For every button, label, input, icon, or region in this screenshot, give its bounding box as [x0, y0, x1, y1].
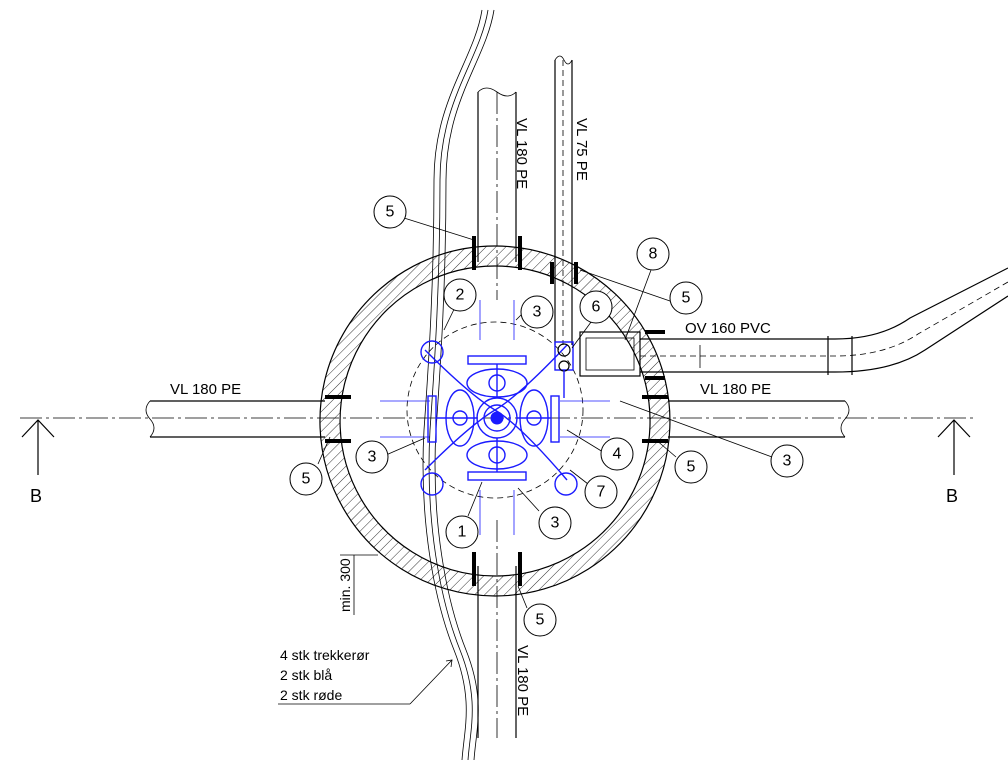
label-vl180-top: VL 180 PE — [513, 118, 530, 189]
svg-text:3: 3 — [533, 304, 542, 321]
pipe-vl75 — [554, 55, 573, 345]
dimension-min300: min. 300 — [337, 554, 378, 615]
callout-1: 1 — [445, 515, 479, 549]
overflow-box — [579, 331, 641, 377]
callout-6: 6 — [579, 290, 613, 324]
svg-text:3: 3 — [368, 449, 377, 466]
note-line-2: 2 stk blå — [280, 667, 332, 683]
section-label-right: B — [946, 486, 958, 506]
svg-text:8: 8 — [649, 246, 658, 263]
svg-text:6: 6 — [592, 299, 601, 316]
pipe-vl180-horizontal — [145, 400, 850, 438]
callout-3-top: 3 — [520, 295, 554, 329]
dimension-label: min. 300 — [337, 558, 353, 612]
wall-seals — [325, 236, 668, 586]
label-vl180-left: VL 180 PE — [170, 381, 241, 398]
callout-5-left: 5 — [289, 462, 323, 496]
callout-5-bottom: 5 — [523, 603, 557, 637]
section-marker-left: B — [21, 419, 55, 506]
valve-assembly — [420, 340, 578, 496]
svg-text:2: 2 — [456, 287, 465, 304]
callout-4: 4 — [600, 437, 634, 471]
callout-8: 8 — [636, 237, 670, 271]
inner-dashed-circle — [406, 321, 584, 499]
svg-text:5: 5 — [687, 459, 696, 476]
svg-text:3: 3 — [551, 515, 560, 532]
section-label-left: B — [30, 486, 42, 506]
callout-5-right: 5 — [674, 450, 708, 484]
svg-text:3: 3 — [783, 453, 792, 470]
chamber-wall — [319, 245, 671, 597]
callout-3-right: 3 — [770, 444, 804, 478]
callout-5-top-left: 5 — [373, 195, 407, 229]
svg-text:4: 4 — [613, 446, 622, 463]
note-line-3: 2 stk røde — [280, 687, 342, 703]
label-vl180-bottom: VL 180 PE — [514, 645, 531, 716]
note-block: 4 stk trekkerør 2 stk blå 2 stk røde — [278, 647, 453, 705]
svg-text:5: 5 — [536, 612, 545, 629]
svg-text:7: 7 — [597, 484, 606, 501]
leader-lines — [317, 217, 773, 609]
label-vl75-top: VL 75 PE — [573, 118, 590, 181]
callout-2: 2 — [443, 278, 477, 312]
draw-tubes — [422, 9, 495, 760]
callout-3-bottom: 3 — [538, 506, 572, 540]
svg-text:5: 5 — [386, 204, 395, 221]
label-vl180-right: VL 180 PE — [700, 381, 771, 398]
svg-text:5: 5 — [682, 290, 691, 307]
section-marker-right: B — [937, 419, 971, 506]
callout-7: 7 — [584, 475, 618, 509]
note-line-1: 4 stk trekkerør — [280, 647, 370, 663]
pipe-vl180-vertical — [477, 87, 517, 738]
label-ov160: OV 160 PVC — [685, 320, 771, 337]
svg-text:5: 5 — [302, 471, 311, 488]
callout-3-left: 3 — [355, 440, 389, 474]
pipe-ov160 — [640, 267, 1008, 375]
svg-text:1: 1 — [458, 524, 467, 541]
callout-5-top-right: 5 — [669, 281, 703, 315]
